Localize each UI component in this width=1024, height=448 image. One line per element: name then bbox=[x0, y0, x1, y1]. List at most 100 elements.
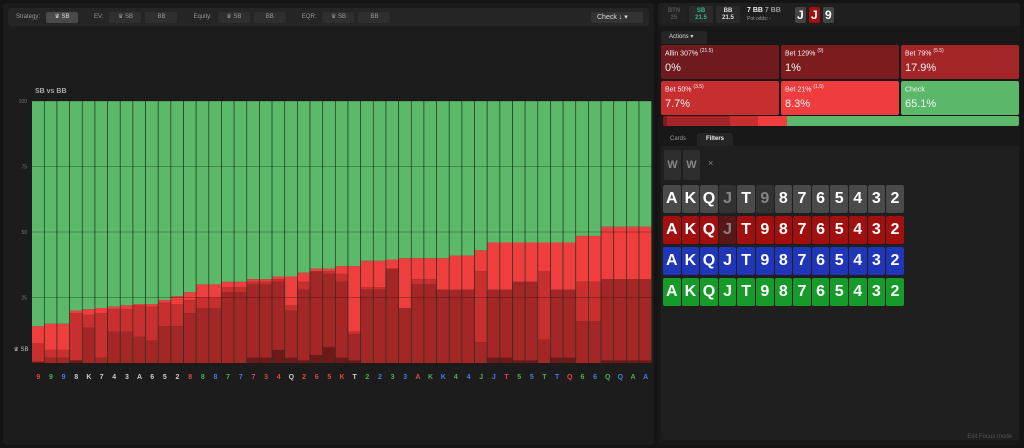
bar-segment-check[interactable] bbox=[436, 101, 449, 259]
equity-bb-button[interactable]: BB bbox=[253, 11, 286, 23]
suit-filter-ww-button[interactable]: W bbox=[683, 150, 700, 180]
bar-segment-bet-50-[interactable] bbox=[209, 297, 222, 308]
bar-segment-bet-21-[interactable] bbox=[424, 258, 437, 280]
bar-segment-bet-21-[interactable] bbox=[171, 296, 184, 305]
bar-segment-check[interactable] bbox=[323, 101, 336, 269]
bar-segment-bet-79-[interactable] bbox=[626, 279, 639, 361]
bar-segment-bet-79-[interactable] bbox=[360, 289, 374, 363]
bar-segment-check[interactable] bbox=[120, 101, 133, 306]
bar-segment-check[interactable] bbox=[487, 101, 500, 243]
bar-segment-check[interactable] bbox=[133, 101, 146, 305]
bar-segment-allin-307-[interactable] bbox=[323, 347, 336, 363]
bar-segment-bet-79-[interactable] bbox=[576, 321, 589, 363]
bar-segment-bet-79-[interactable] bbox=[171, 326, 184, 363]
action-bet-50-[interactable]: Bet 50% (3.5) 7.7% bbox=[661, 81, 779, 115]
bar-segment-allin-307-[interactable] bbox=[512, 360, 525, 363]
bar-segment-bet-50-[interactable] bbox=[145, 306, 158, 341]
bar-segment-check[interactable] bbox=[601, 101, 614, 227]
card-T-hearts[interactable]: T bbox=[737, 216, 755, 244]
bar-segment-check[interactable] bbox=[32, 101, 45, 327]
bar-segment-check[interactable] bbox=[272, 101, 285, 277]
bar-segment-bet-21-[interactable] bbox=[310, 268, 323, 272]
action-allin-307-[interactable]: Allin 307% (21.5) 0% bbox=[661, 45, 779, 79]
bar-segment-bet-21-[interactable] bbox=[158, 300, 171, 303]
bar-segment-check[interactable] bbox=[297, 101, 310, 273]
bar-segment-bet-21-[interactable] bbox=[500, 242, 513, 290]
card-2-clubs[interactable]: 2 bbox=[886, 278, 904, 306]
bar-segment-bet-50-[interactable] bbox=[348, 331, 361, 335]
bar-segment-allin-307-[interactable] bbox=[614, 360, 627, 363]
bar-segment-bet-79-[interactable] bbox=[82, 327, 95, 363]
equity-sb-button[interactable]: ♛ SB bbox=[217, 11, 250, 23]
bar-segment-check[interactable] bbox=[145, 101, 158, 305]
bar-segment-bet-79-[interactable] bbox=[234, 292, 247, 363]
bar-segment-check[interactable] bbox=[95, 101, 108, 308]
action-check[interactable]: Check 65.1% bbox=[901, 81, 1019, 115]
card-K-hearts[interactable]: K bbox=[681, 216, 700, 244]
bar-segment-bet-50-[interactable] bbox=[259, 281, 272, 285]
card-5-diamonds[interactable]: 5 bbox=[830, 247, 848, 275]
card-8-diamonds[interactable]: 8 bbox=[774, 247, 793, 275]
action-bet-129-[interactable]: Bet 129% (9) 1% bbox=[781, 45, 899, 79]
bar-segment-bet-50-[interactable] bbox=[82, 314, 95, 328]
bar-segment-bet-50-[interactable] bbox=[107, 309, 120, 332]
bar-segment-bet-79-[interactable] bbox=[512, 281, 525, 361]
bar-segment-bet-79-[interactable] bbox=[373, 289, 386, 363]
bar-segment-check[interactable] bbox=[158, 101, 171, 301]
bar-segment-bet-50-[interactable] bbox=[158, 302, 171, 327]
bar-segment-allin-307-[interactable] bbox=[32, 361, 45, 363]
bar-segment-bet-21-[interactable] bbox=[639, 226, 652, 280]
bar-segment-bet-79-[interactable] bbox=[398, 307, 411, 363]
bar-segment-check[interactable] bbox=[398, 101, 411, 259]
bar-segment-bet-50-[interactable] bbox=[323, 271, 336, 274]
bar-segment-allin-307-[interactable] bbox=[601, 360, 614, 363]
bar-segment-bet-21-[interactable] bbox=[285, 276, 298, 306]
bar-segment-bet-21-[interactable] bbox=[614, 226, 627, 280]
bar-segment-bet-21-[interactable] bbox=[323, 268, 336, 272]
bar-segment-bet-21-[interactable] bbox=[398, 258, 411, 308]
bar-segment-check[interactable] bbox=[373, 101, 386, 261]
bar-segment-allin-307-[interactable] bbox=[563, 357, 576, 363]
bar-segment-check[interactable] bbox=[449, 101, 462, 256]
bar-segment-bet-21-[interactable] bbox=[525, 242, 538, 282]
bar-segment-bet-79-[interactable] bbox=[436, 289, 449, 363]
bar-segment-bet-21-[interactable] bbox=[196, 284, 209, 298]
bar-segment-bet-50-[interactable] bbox=[411, 279, 424, 285]
bar-segment-bet-79-[interactable] bbox=[183, 313, 196, 363]
bar-segment-bet-50-[interactable] bbox=[538, 271, 551, 340]
bar-segment-bet-50-[interactable] bbox=[373, 287, 386, 290]
card-6-hearts[interactable]: 6 bbox=[811, 216, 830, 244]
bar-segment-bet-21-[interactable] bbox=[209, 284, 222, 298]
bar-segment-bet-50-[interactable] bbox=[335, 273, 348, 282]
card-2-spades[interactable]: 2 bbox=[886, 185, 904, 213]
bar-segment-bet-21-[interactable] bbox=[247, 279, 260, 282]
bar-segment-bet-79-[interactable] bbox=[588, 321, 601, 363]
bar-segment-bet-79-[interactable] bbox=[538, 339, 551, 363]
bar-segment-bet-21-[interactable] bbox=[449, 255, 462, 290]
bar-segment-bet-50-[interactable] bbox=[57, 349, 70, 358]
bar-segment-bet-21-[interactable] bbox=[348, 266, 361, 332]
bar-segment-bet-50-[interactable] bbox=[44, 349, 57, 358]
bar-segment-bet-21-[interactable] bbox=[69, 310, 83, 314]
bar-segment-bet-21-[interactable] bbox=[221, 281, 234, 288]
bar-segment-check[interactable] bbox=[500, 101, 513, 243]
bar-segment-check[interactable] bbox=[310, 101, 323, 269]
card-T-diamonds[interactable]: T bbox=[737, 247, 755, 275]
card-8-hearts[interactable]: 8 bbox=[774, 216, 793, 244]
card-K-clubs[interactable]: K bbox=[681, 278, 700, 306]
bar-segment-check[interactable] bbox=[209, 101, 222, 285]
bar-segment-bet-21-[interactable] bbox=[133, 304, 146, 306]
card-5-clubs[interactable]: 5 bbox=[830, 278, 848, 306]
exit-focus-mode-link[interactable]: Exit Focus mode bbox=[967, 434, 1012, 440]
card-Q-clubs[interactable]: Q bbox=[700, 278, 718, 306]
actions-dropdown[interactable]: Actions ▾ bbox=[661, 31, 707, 44]
bar-segment-bet-50-[interactable] bbox=[576, 281, 589, 322]
card-A-clubs[interactable]: A bbox=[663, 278, 681, 306]
bar-segment-bet-21-[interactable] bbox=[335, 266, 348, 274]
card-9-diamonds[interactable]: 9 bbox=[755, 247, 774, 275]
bar-segment-bet-79-[interactable] bbox=[348, 334, 361, 361]
bar-segment-check[interactable] bbox=[538, 101, 551, 243]
bar-segment-bet-79-[interactable] bbox=[550, 289, 563, 358]
position-bb[interactable]: BB 21.5 bbox=[716, 6, 740, 23]
bar-segment-bet-21-[interactable] bbox=[576, 235, 589, 282]
